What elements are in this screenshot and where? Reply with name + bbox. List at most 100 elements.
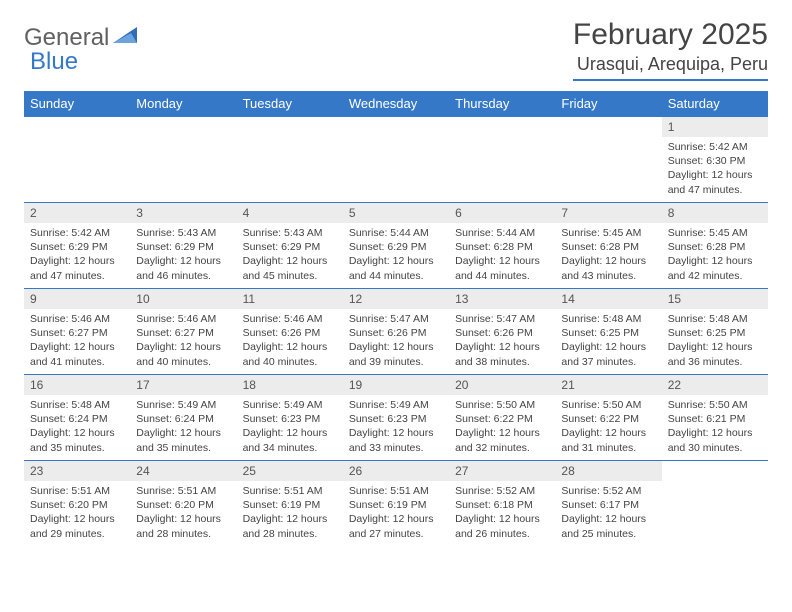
cell-body: Sunrise: 5:49 AMSunset: 6:23 PMDaylight:… bbox=[343, 395, 449, 459]
weekday-header: Tuesday bbox=[237, 91, 343, 117]
daynum-empty bbox=[555, 117, 661, 137]
calendar-cell: 25Sunrise: 5:51 AMSunset: 6:19 PMDayligh… bbox=[237, 461, 343, 547]
daylight-line: Daylight: 12 hours and 43 minutes. bbox=[561, 254, 655, 282]
daylight-line: Daylight: 12 hours and 44 minutes. bbox=[349, 254, 443, 282]
logo-text-2-wrap: Blue bbox=[30, 48, 78, 76]
sunrise-line: Sunrise: 5:42 AM bbox=[30, 226, 124, 240]
sunrise-line: Sunrise: 5:51 AM bbox=[349, 484, 443, 498]
sunset-line: Sunset: 6:20 PM bbox=[136, 498, 230, 512]
cell-body: Sunrise: 5:51 AMSunset: 6:20 PMDaylight:… bbox=[24, 481, 130, 545]
sunset-line: Sunset: 6:24 PM bbox=[136, 412, 230, 426]
cell-body: Sunrise: 5:52 AMSunset: 6:17 PMDaylight:… bbox=[555, 481, 661, 545]
sunset-line: Sunset: 6:26 PM bbox=[243, 326, 337, 340]
cell-body: Sunrise: 5:43 AMSunset: 6:29 PMDaylight:… bbox=[130, 223, 236, 287]
cell-body: Sunrise: 5:46 AMSunset: 6:27 PMDaylight:… bbox=[130, 309, 236, 373]
daynum-empty bbox=[449, 117, 555, 137]
daynum-empty bbox=[662, 461, 768, 481]
sunrise-line: Sunrise: 5:44 AM bbox=[455, 226, 549, 240]
sunset-line: Sunset: 6:27 PM bbox=[136, 326, 230, 340]
sunrise-line: Sunrise: 5:50 AM bbox=[561, 398, 655, 412]
calendar-cell: 10Sunrise: 5:46 AMSunset: 6:27 PMDayligh… bbox=[130, 289, 236, 375]
daynum: 20 bbox=[449, 375, 555, 395]
daynum: 17 bbox=[130, 375, 236, 395]
sunset-line: Sunset: 6:23 PM bbox=[349, 412, 443, 426]
calendar-cell: 27Sunrise: 5:52 AMSunset: 6:18 PMDayligh… bbox=[449, 461, 555, 547]
calendar-row: 16Sunrise: 5:48 AMSunset: 6:24 PMDayligh… bbox=[24, 375, 768, 461]
logo-triangle-icon bbox=[113, 24, 139, 52]
daylight-line: Daylight: 12 hours and 32 minutes. bbox=[455, 426, 549, 454]
daynum: 1 bbox=[662, 117, 768, 137]
cell-body: Sunrise: 5:50 AMSunset: 6:21 PMDaylight:… bbox=[662, 395, 768, 459]
cell-body: Sunrise: 5:49 AMSunset: 6:23 PMDaylight:… bbox=[237, 395, 343, 459]
daylight-line: Daylight: 12 hours and 27 minutes. bbox=[349, 512, 443, 540]
calendar-cell: 23Sunrise: 5:51 AMSunset: 6:20 PMDayligh… bbox=[24, 461, 130, 547]
daylight-line: Daylight: 12 hours and 28 minutes. bbox=[243, 512, 337, 540]
calendar-cell: 15Sunrise: 5:48 AMSunset: 6:25 PMDayligh… bbox=[662, 289, 768, 375]
daylight-line: Daylight: 12 hours and 26 minutes. bbox=[455, 512, 549, 540]
sunset-line: Sunset: 6:29 PM bbox=[349, 240, 443, 254]
cell-body: Sunrise: 5:48 AMSunset: 6:24 PMDaylight:… bbox=[24, 395, 130, 459]
calendar-row: 1 Sunrise: 5:42 AMSunset: 6:30 PMDaylight… bbox=[24, 117, 768, 203]
daynum: 21 bbox=[555, 375, 661, 395]
daylight-line: Daylight: 12 hours and 30 minutes. bbox=[668, 426, 762, 454]
sunrise-line: Sunrise: 5:45 AM bbox=[668, 226, 762, 240]
sunset-line: Sunset: 6:29 PM bbox=[243, 240, 337, 254]
calendar-row: 9Sunrise: 5:46 AMSunset: 6:27 PMDaylight… bbox=[24, 289, 768, 375]
calendar-cell: 17Sunrise: 5:49 AMSunset: 6:24 PMDayligh… bbox=[130, 375, 236, 461]
sunset-line: Sunset: 6:29 PM bbox=[136, 240, 230, 254]
sunrise-line: Sunrise: 5:44 AM bbox=[349, 226, 443, 240]
calendar-cell: 18Sunrise: 5:49 AMSunset: 6:23 PMDayligh… bbox=[237, 375, 343, 461]
sunrise-line: Sunrise: 5:42 AM bbox=[668, 140, 762, 154]
cell-body: Sunrise: 5:50 AMSunset: 6:22 PMDaylight:… bbox=[555, 395, 661, 459]
daylight-line: Daylight: 12 hours and 35 minutes. bbox=[136, 426, 230, 454]
sunrise-line: Sunrise: 5:46 AM bbox=[136, 312, 230, 326]
sunset-line: Sunset: 6:17 PM bbox=[561, 498, 655, 512]
daylight-line: Daylight: 12 hours and 44 minutes. bbox=[455, 254, 549, 282]
sunset-line: Sunset: 6:24 PM bbox=[30, 412, 124, 426]
daynum: 6 bbox=[449, 203, 555, 223]
daylight-line: Daylight: 12 hours and 36 minutes. bbox=[668, 340, 762, 368]
sunrise-line: Sunrise: 5:48 AM bbox=[668, 312, 762, 326]
sunset-line: Sunset: 6:20 PM bbox=[30, 498, 124, 512]
calendar-cell: 14Sunrise: 5:48 AMSunset: 6:25 PMDayligh… bbox=[555, 289, 661, 375]
sunrise-line: Sunrise: 5:46 AM bbox=[243, 312, 337, 326]
cell-body: Sunrise: 5:45 AMSunset: 6:28 PMDaylight:… bbox=[662, 223, 768, 287]
sunset-line: Sunset: 6:28 PM bbox=[668, 240, 762, 254]
title-block: February 2025 Urasqui, Arequipa, Peru bbox=[573, 18, 768, 81]
calendar-cell: 4Sunrise: 5:43 AMSunset: 6:29 PMDaylight… bbox=[237, 203, 343, 289]
calendar-cell: 7Sunrise: 5:45 AMSunset: 6:28 PMDaylight… bbox=[555, 203, 661, 289]
daynum: 3 bbox=[130, 203, 236, 223]
logo-text-2: Blue bbox=[30, 48, 78, 75]
cell-body: Sunrise: 5:44 AMSunset: 6:28 PMDaylight:… bbox=[449, 223, 555, 287]
sunrise-line: Sunrise: 5:49 AM bbox=[243, 398, 337, 412]
calendar-cell: 26Sunrise: 5:51 AMSunset: 6:19 PMDayligh… bbox=[343, 461, 449, 547]
sunset-line: Sunset: 6:27 PM bbox=[30, 326, 124, 340]
daynum: 14 bbox=[555, 289, 661, 309]
cell-body: Sunrise: 5:42 AMSunset: 6:29 PMDaylight:… bbox=[24, 223, 130, 287]
weekday-header: Thursday bbox=[449, 91, 555, 117]
cell-body: Sunrise: 5:48 AMSunset: 6:25 PMDaylight:… bbox=[662, 309, 768, 373]
daylight-line: Daylight: 12 hours and 40 minutes. bbox=[136, 340, 230, 368]
calendar-row: 2Sunrise: 5:42 AMSunset: 6:29 PMDaylight… bbox=[24, 203, 768, 289]
sunset-line: Sunset: 6:26 PM bbox=[455, 326, 549, 340]
daynum-empty bbox=[343, 117, 449, 137]
daylight-line: Daylight: 12 hours and 31 minutes. bbox=[561, 426, 655, 454]
cell-body: Sunrise: 5:44 AMSunset: 6:29 PMDaylight:… bbox=[343, 223, 449, 287]
sunrise-line: Sunrise: 5:48 AM bbox=[30, 398, 124, 412]
daynum: 12 bbox=[343, 289, 449, 309]
daylight-line: Daylight: 12 hours and 47 minutes. bbox=[668, 168, 762, 196]
daylight-line: Daylight: 12 hours and 34 minutes. bbox=[243, 426, 337, 454]
sunrise-line: Sunrise: 5:46 AM bbox=[30, 312, 124, 326]
calendar-row: 23Sunrise: 5:51 AMSunset: 6:20 PMDayligh… bbox=[24, 461, 768, 547]
calendar-cell: 6Sunrise: 5:44 AMSunset: 6:28 PMDaylight… bbox=[449, 203, 555, 289]
daynum-empty bbox=[237, 117, 343, 137]
sunrise-line: Sunrise: 5:47 AM bbox=[455, 312, 549, 326]
sunrise-line: Sunrise: 5:50 AM bbox=[668, 398, 762, 412]
sunset-line: Sunset: 6:30 PM bbox=[668, 154, 762, 168]
sunrise-line: Sunrise: 5:45 AM bbox=[561, 226, 655, 240]
sunset-line: Sunset: 6:25 PM bbox=[561, 326, 655, 340]
daylight-line: Daylight: 12 hours and 25 minutes. bbox=[561, 512, 655, 540]
daynum: 10 bbox=[130, 289, 236, 309]
daynum-empty bbox=[24, 117, 130, 137]
sunrise-line: Sunrise: 5:47 AM bbox=[349, 312, 443, 326]
